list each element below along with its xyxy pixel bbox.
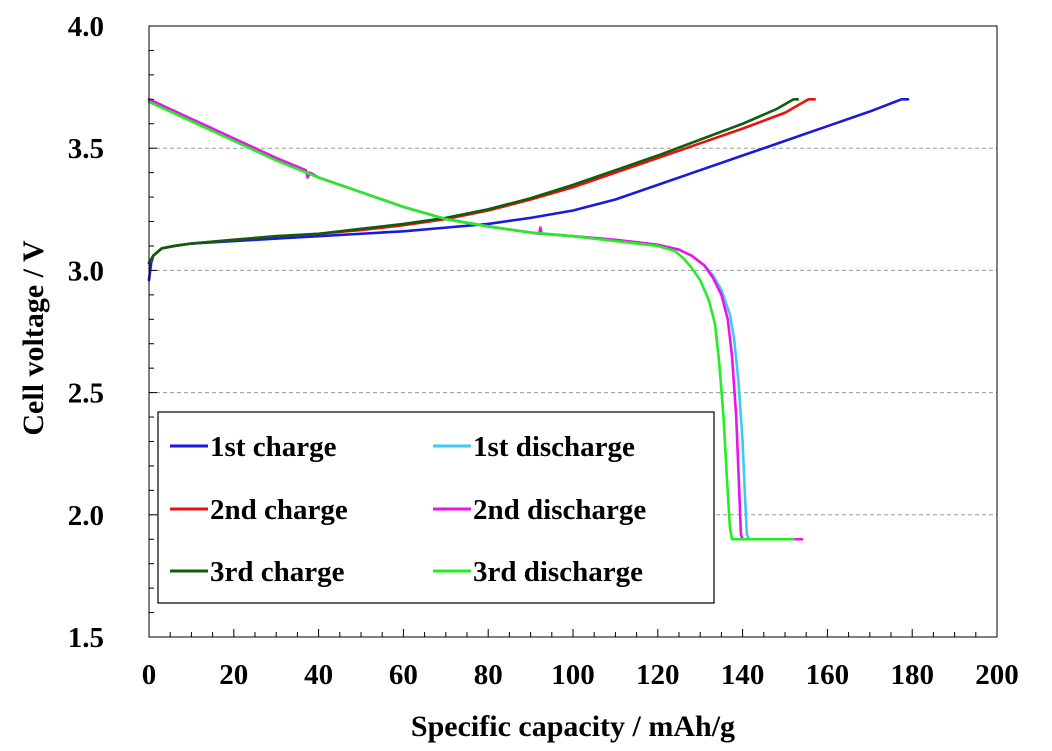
legend-label: 1st discharge xyxy=(473,431,635,463)
axis-ticks xyxy=(148,25,998,638)
series-line xyxy=(147,98,910,282)
x-tick-label: 120 xyxy=(636,659,680,691)
legend-label: 3rd discharge xyxy=(473,556,643,588)
x-tick-label: 100 xyxy=(551,659,595,691)
y-axis-title: Cell voltage / V xyxy=(17,240,50,436)
y-tick-label: 2.0 xyxy=(68,500,104,532)
y-tick-label: 1.5 xyxy=(68,622,104,654)
y-tick-label: 2.5 xyxy=(68,378,104,410)
y-tick-label: 3.0 xyxy=(68,255,104,287)
x-tick-label: 200 xyxy=(975,659,1019,691)
tick-labels: 0 20 40 60 80 100 120 140 160 180 200 1.5 2.0 2.5 3.0 3… xyxy=(68,11,1019,691)
series-line xyxy=(147,100,795,541)
x-tick-label: 60 xyxy=(389,659,418,691)
x-tick-label: 20 xyxy=(219,659,248,691)
x-tick-label: 140 xyxy=(721,659,765,691)
x-tick-label: 80 xyxy=(474,659,503,691)
y-tick-label: 3.5 xyxy=(68,133,104,165)
x-axis-title: Specific capacity / mAh/g xyxy=(411,710,735,743)
legend-label: 2nd charge xyxy=(210,494,348,526)
legend-label: 2nd discharge xyxy=(473,494,646,526)
y-tick-label: 4.0 xyxy=(68,11,104,43)
x-tick-label: 0 xyxy=(142,659,157,691)
x-tick-label: 40 xyxy=(304,659,333,691)
legend-label: 3rd charge xyxy=(210,556,345,588)
series-line xyxy=(147,98,800,265)
x-tick-label: 160 xyxy=(806,659,850,691)
legend-label: 1st charge xyxy=(210,431,337,463)
legend: 1st charge 1st discharge 2nd charge 2nd dis… xyxy=(157,411,715,604)
x-tick-label: 180 xyxy=(890,659,934,691)
series-layer xyxy=(147,98,910,541)
